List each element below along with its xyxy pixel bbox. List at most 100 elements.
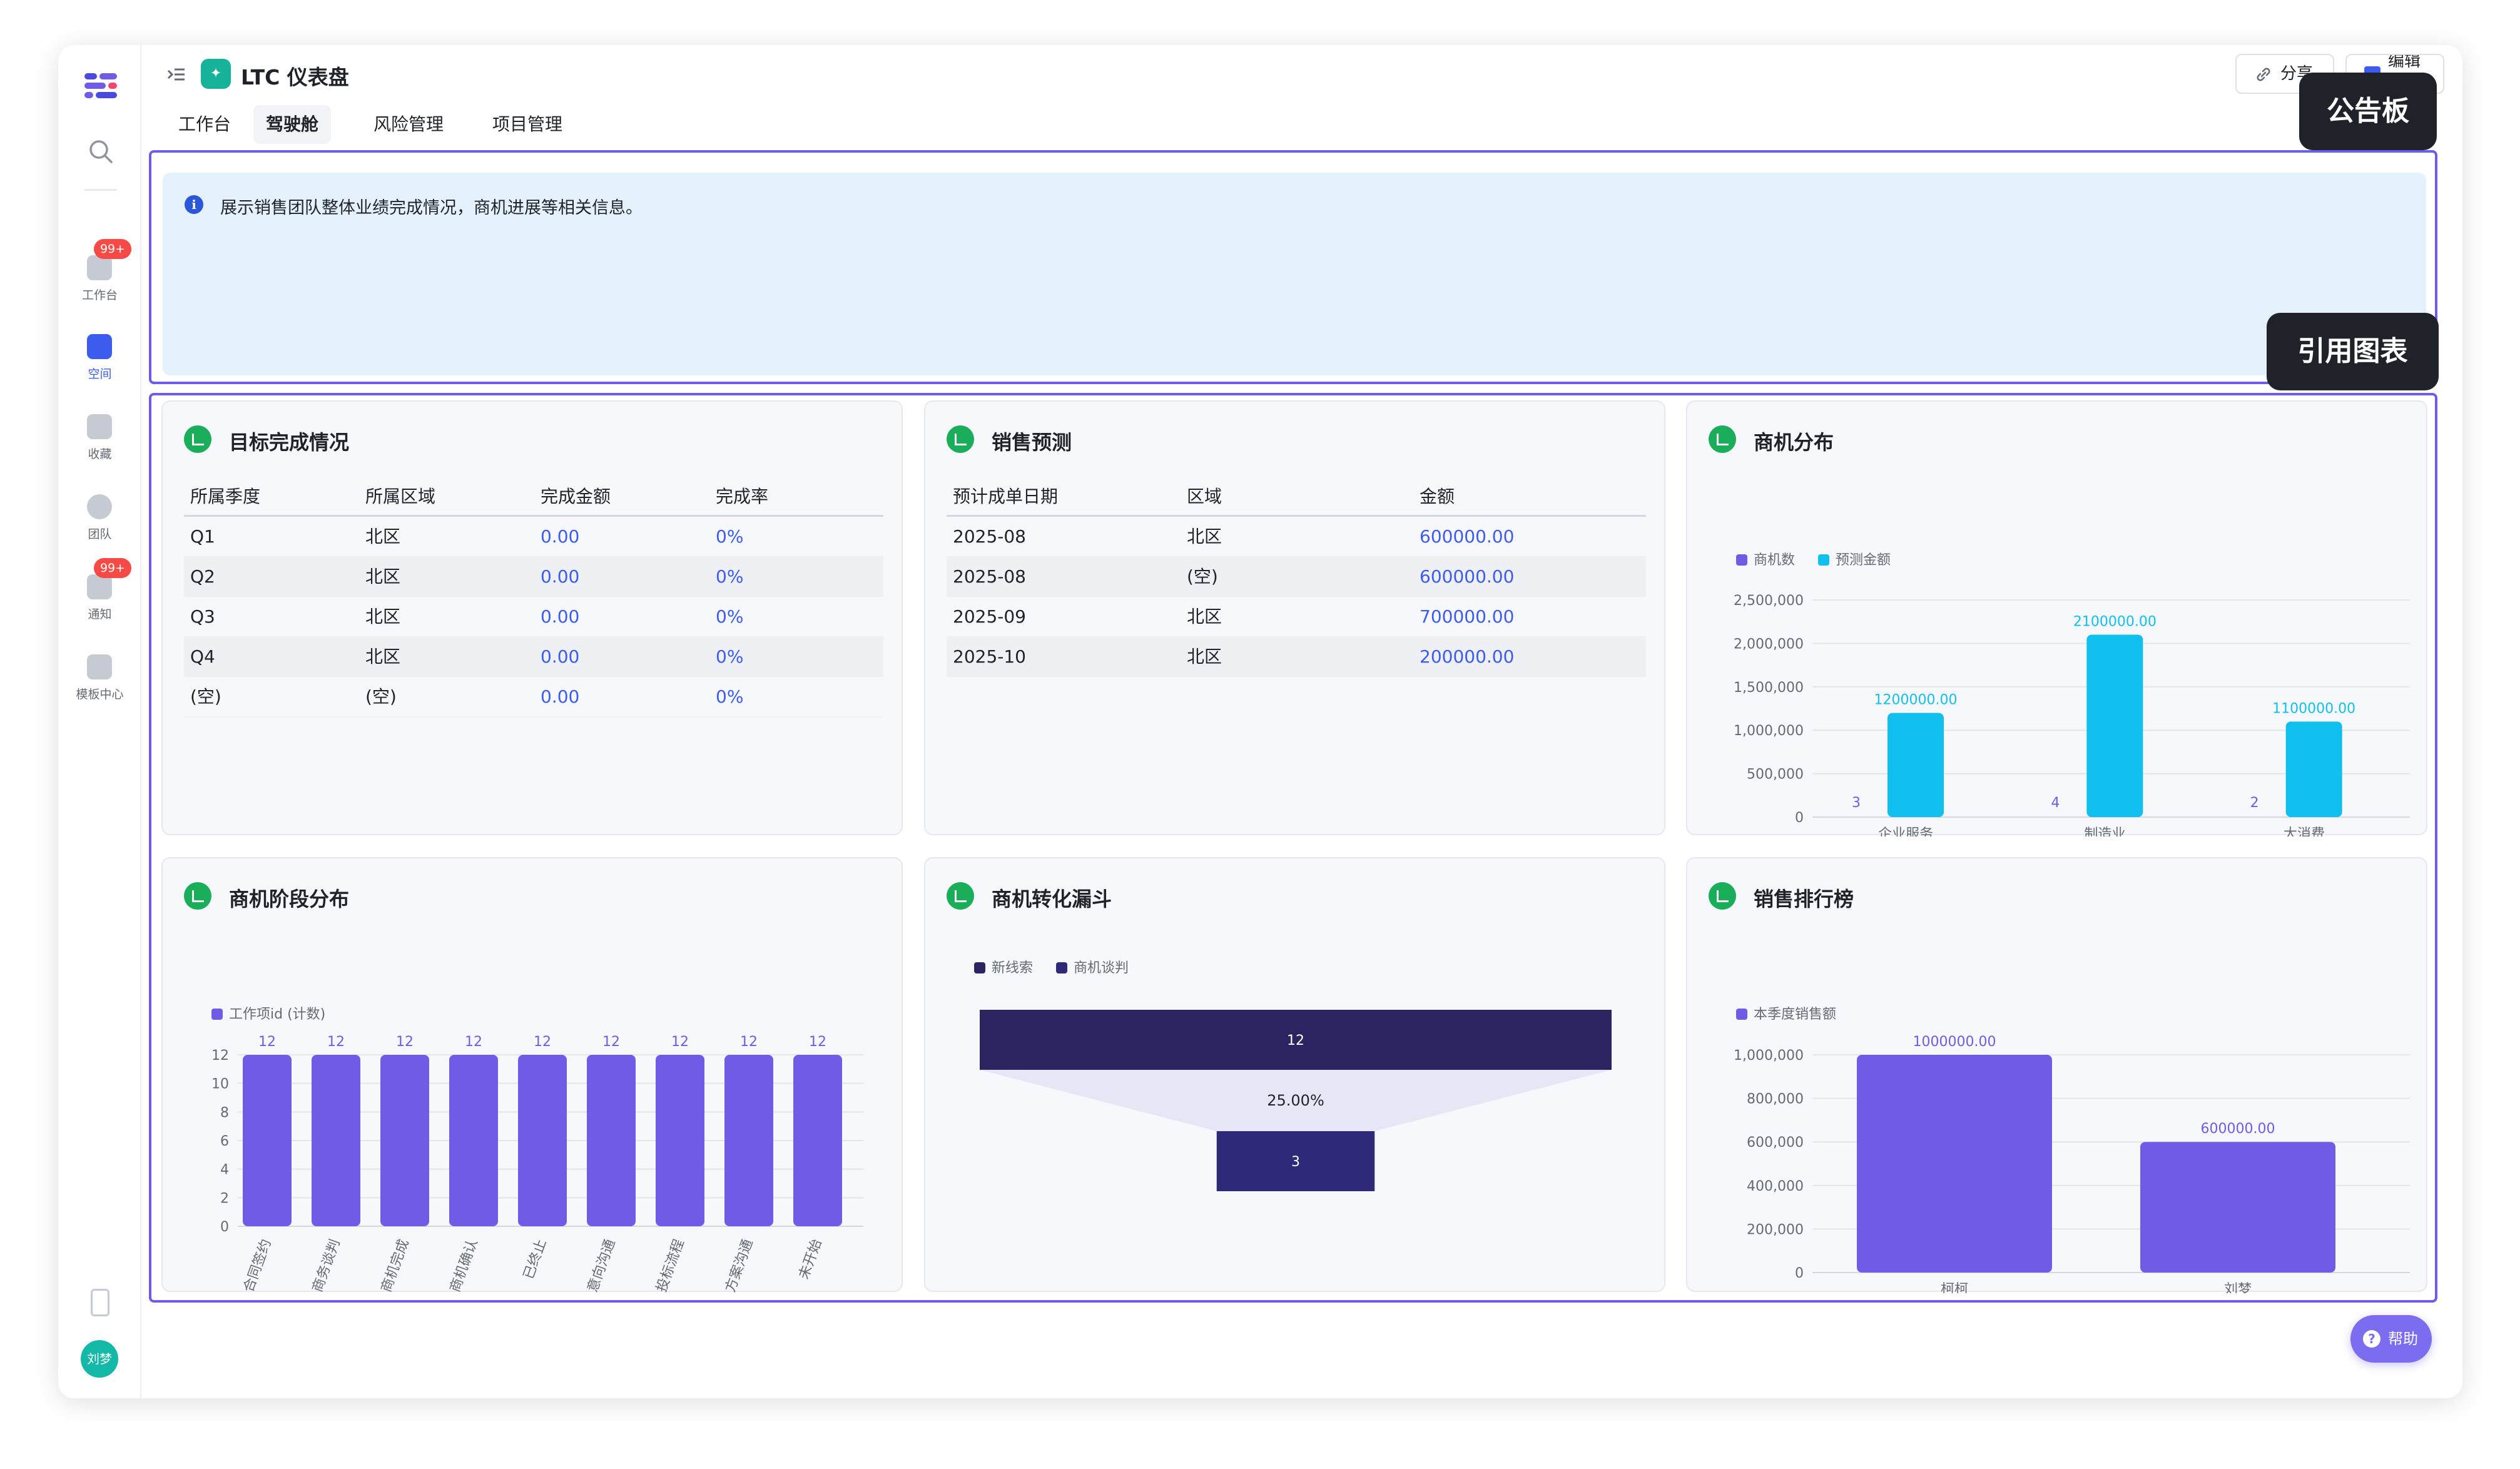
notice-board[interactable]: i 展示销售团队整体业绩完成情况，商机进展等相关信息。 [163, 173, 2426, 375]
star-icon [87, 414, 112, 439]
y-tick-label: 10 [211, 1077, 229, 1092]
table-cell: 0.00 [541, 686, 580, 707]
table-cell: 0% [716, 606, 744, 627]
bar-value-label: 1000000.00 [1913, 1034, 1996, 1050]
app-logo-icon[interactable] [83, 68, 118, 103]
column-header[interactable]: 所属季度 [190, 486, 261, 507]
notice-board-tooltip: 公告板 [2299, 73, 2437, 150]
table-row[interactable]: 2025-08 北区 600000.00 [947, 517, 1646, 557]
opportunity-distribution-card[interactable]: 商机分布 商机数 预测金额 0 500,000 1,000,000 1,500,000 2,… [1686, 400, 2427, 836]
y-tick-label: 500,000 [1747, 767, 1804, 783]
y-tick-label: 800,000 [1747, 1092, 1804, 1107]
card-title: 商机分布 [1754, 430, 1834, 454]
y-tick-label: 8 [220, 1105, 229, 1121]
sidebar-item-label: 通知 [88, 607, 112, 621]
table-row[interactable]: Q3 北区 0.00 0% [184, 597, 883, 637]
table-cell: 0% [716, 646, 744, 667]
sidebar-item-3[interactable]: 团队 [58, 491, 141, 553]
home-icon [87, 255, 112, 280]
table-cell: 0.00 [541, 566, 580, 587]
sidebar-item-2[interactable]: 收藏 [58, 410, 141, 473]
column-header[interactable]: 金额 [1420, 486, 1455, 507]
opportunity-distribution-chart: 商机数 预测金额 0 500,000 1,000,000 1,500,000 2,000,0… [1734, 552, 2410, 836]
y-tick-label: 0 [1795, 810, 1804, 826]
table-cell: Q4 [190, 646, 215, 667]
table-row[interactable]: 2025-09 北区 700000.00 [947, 597, 1646, 637]
table-row[interactable]: (空) (空) 0.00 0% [184, 677, 883, 717]
bar-stage [243, 1055, 292, 1226]
table-row[interactable]: 2025-10 北区 200000.00 [947, 637, 1646, 677]
bar-value-label: 1100000.00 [2272, 701, 2355, 716]
avatar[interactable]: 刘梦 [81, 1340, 118, 1378]
column-header[interactable]: 完成率 [716, 486, 769, 507]
stage-distribution-card[interactable]: 商机阶段分布 工作项id (计数) 0 2 4 6 8 10 12 12 合同签约 12 商务谈判 12… [161, 857, 903, 1293]
column-header[interactable]: 所属区域 [365, 486, 436, 507]
search-icon[interactable] [86, 136, 116, 166]
table-cell: 北区 [365, 526, 401, 547]
card-title: 销售预测 [992, 430, 1072, 454]
sales-ranking-card[interactable]: 销售排行榜 本季度销售额 0 200,000 400,000 600,000 800,00… [1686, 857, 2427, 1293]
column-header[interactable]: 区域 [1187, 486, 1222, 507]
notification-badge: 99+ [94, 239, 131, 259]
sidebar-item-label: 模板中心 [76, 688, 124, 701]
table-row[interactable]: Q2 北区 0.00 0% [184, 557, 883, 597]
y-tick-label: 6 [220, 1134, 229, 1149]
table-row[interactable]: Q1 北区 0.00 0% [184, 517, 883, 557]
mobile-icon[interactable] [91, 1289, 109, 1316]
table-row[interactable]: Q4 北区 0.00 0% [184, 637, 883, 677]
table-cell: 2025-10 [953, 646, 1026, 667]
sidebar-toggle-icon[interactable] [166, 64, 187, 86]
chart-icon [947, 882, 974, 910]
chart-selection-frame[interactable] [149, 393, 2437, 1303]
sidebar-item-0[interactable]: 工作台 99+ [58, 239, 141, 314]
table-cell: 北区 [1187, 526, 1222, 547]
stage-distribution-chart: 工作项id (计数) 0 2 4 6 8 10 12 12 合同签约 12 商务谈判 12 商机完成 12 商… [211, 1007, 863, 1293]
bar-value-label: 12 [534, 1034, 551, 1050]
conversion-funnel-card[interactable]: 商机转化漏斗 新线索 商机谈判 12 25.00% 3 [924, 857, 1665, 1292]
chart-icon [1709, 425, 1736, 453]
table-cell: 600000.00 [1420, 526, 1515, 547]
sidebar-item-label: 空间 [88, 367, 112, 381]
x-tick-label: 刘梦 [2224, 1282, 2252, 1293]
help-button[interactable]: ? 帮助 [2350, 1315, 2432, 1363]
sidebar-divider [84, 189, 117, 191]
table-cell: 2025-08 [953, 566, 1026, 587]
column-header[interactable]: 完成金额 [541, 486, 611, 507]
tab-project-management[interactable]: 项目管理 [492, 114, 563, 135]
help-icon: ? [2363, 1330, 2380, 1348]
sidebar-item-5[interactable]: 模板中心 [58, 651, 141, 713]
link-icon [2257, 68, 2270, 81]
sidebar-item-1[interactable]: 空间 [58, 330, 141, 393]
column-header[interactable]: 预计成单日期 [953, 486, 1059, 507]
y-tick-label: 1,500,000 [1734, 680, 1804, 696]
tab-workbench[interactable]: 工作台 [178, 114, 231, 135]
table-cell: 200000.00 [1420, 646, 1515, 667]
edit-label: 编辑 [2388, 54, 2421, 71]
y-tick-label: 2,500,000 [1734, 593, 1804, 609]
legend-swatch [1736, 1009, 1747, 1020]
bar-value-label: 12 [602, 1034, 620, 1050]
notice-selection-frame[interactable] [149, 150, 2437, 384]
x-tick-label: 制造业 [2084, 826, 2125, 836]
bar-stage [380, 1055, 429, 1226]
dashboard-icon: ✦ [201, 59, 231, 89]
tab-cockpit[interactable]: 驾驶舱 [253, 105, 332, 144]
table-cell: Q2 [190, 566, 215, 587]
legend-label: 新线索 [992, 960, 1033, 976]
sidebar-item-4[interactable]: 通知 99+ [58, 558, 141, 633]
card-title: 销售排行榜 [1754, 887, 1854, 911]
help-label: 帮助 [2388, 1330, 2418, 1348]
tab-risk-management[interactable]: 风险管理 [373, 114, 444, 135]
page-title: LTC 仪表盘 [241, 65, 349, 89]
x-tick-label: 方案沟通 [723, 1238, 756, 1293]
sales-forecast-card[interactable]: 销售预测 预计成单日期 区域 金额 2025-08 北区 600000.00 2025-08… [924, 400, 1665, 835]
y-tick-label: 1,000,000 [1734, 1048, 1804, 1064]
table-cell: 2025-08 [953, 526, 1026, 547]
table-row[interactable]: 2025-08 (空) 600000.00 [947, 557, 1646, 597]
goal-completion-card[interactable]: 目标完成情况 所属季度 所属区域 完成金额 完成率 Q1 北区 0.00 0% Q2 北区 0.00… [161, 400, 903, 835]
bar-value-label: 600000.00 [2201, 1121, 2275, 1137]
x-tick-label: 商务谈判 [310, 1238, 343, 1293]
legend-swatch [974, 962, 985, 973]
table-cell: 700000.00 [1420, 606, 1515, 627]
chart-icon [184, 425, 211, 453]
